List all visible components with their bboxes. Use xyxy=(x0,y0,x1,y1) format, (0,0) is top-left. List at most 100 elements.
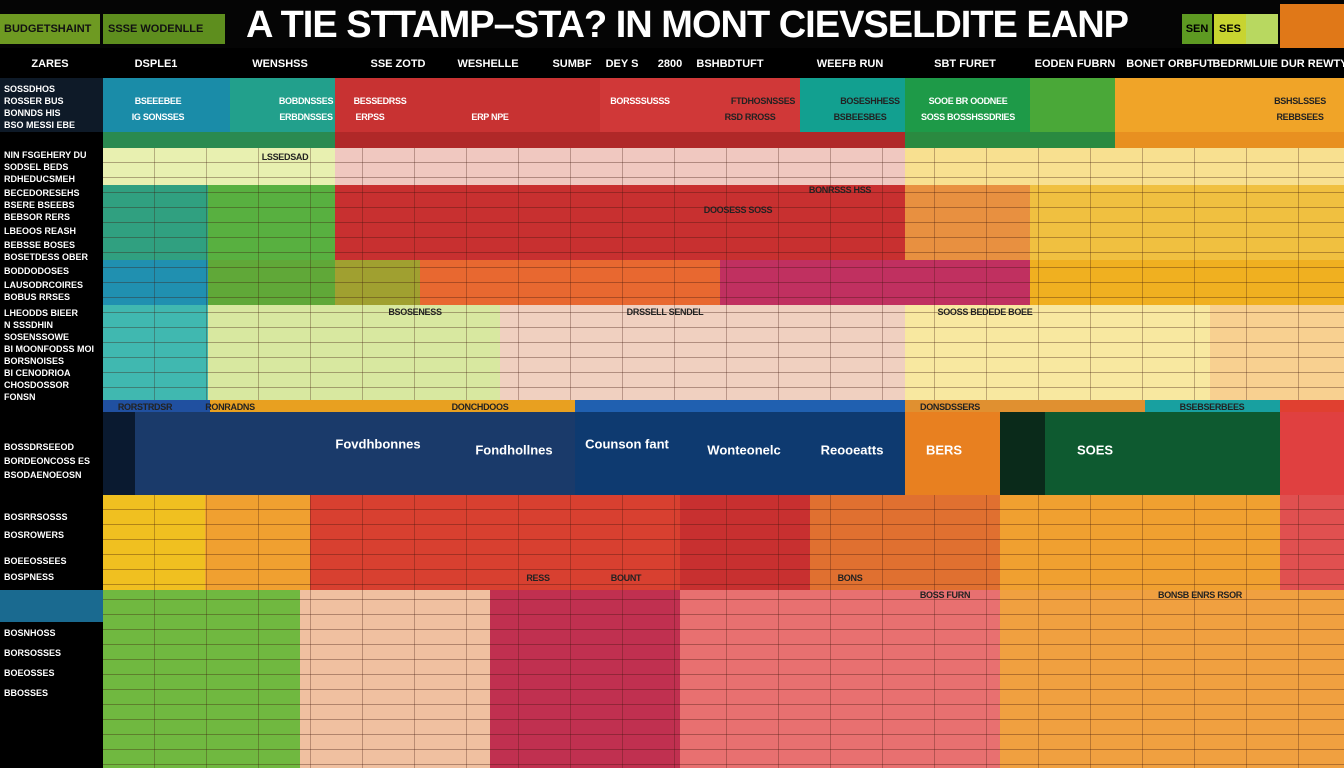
band xyxy=(0,495,1344,590)
column-header: SUMBF xyxy=(552,58,592,70)
cell: DONSDSSERS xyxy=(919,402,981,412)
row-label: BI CENODRIOA xyxy=(4,368,71,378)
cell: FTDHOSNSSES xyxy=(730,96,796,106)
block-label: Reooeatts xyxy=(820,442,884,458)
tab-label[interactable]: BUDGETSHAINT xyxy=(4,23,92,35)
row-label: BECEDORESEHS xyxy=(4,188,80,198)
block-label: Wonteonelc xyxy=(707,442,781,458)
row-label: LHEODDS BIEER xyxy=(4,308,79,318)
grid-lines xyxy=(103,495,1344,768)
row-label: BOSNHOSS xyxy=(4,628,56,638)
column-header: EODEN FUBRN xyxy=(1034,58,1116,70)
block-label: BERS xyxy=(925,442,963,458)
column-header: WENSHSS xyxy=(252,58,308,70)
row-label: BOSSDRSEEOD xyxy=(4,442,75,452)
band xyxy=(0,132,1344,148)
band xyxy=(0,412,1344,495)
column-header: BEDRMLUIE DUR REWTY xyxy=(1212,58,1344,70)
cell: BSEEEBEE xyxy=(134,96,182,106)
row-label: BOSPNESS xyxy=(4,572,55,582)
cell: SOSS BOSSHSSDRIES xyxy=(921,112,1015,122)
row-highlight xyxy=(0,590,103,622)
cell: RESS xyxy=(526,573,550,583)
row-label: BOSETDESS OBER xyxy=(4,252,89,262)
cell: LSSEDSAD xyxy=(261,152,309,162)
column-header: SBT FURET xyxy=(934,58,996,70)
row-label: BODDODOSES xyxy=(4,266,70,276)
row-label: LAUSODRCOIRES xyxy=(4,280,84,290)
block-label: Counson fant xyxy=(585,436,669,452)
row-label: BSERE BSEEBS xyxy=(4,200,75,210)
block-label: SOES xyxy=(1076,442,1114,458)
column-header: BSHBDTUFT xyxy=(696,58,764,70)
cell: DOOSESS SOSS xyxy=(703,205,773,215)
row-label: BORSNOISES xyxy=(4,356,65,366)
cell: BONRSSS HSS xyxy=(808,185,872,195)
row-label: BORDEONCOSS ES xyxy=(4,456,91,466)
title: A TIE STTAMP–STA? IN MONT CIEVSELDITE EA… xyxy=(246,4,1129,46)
band xyxy=(0,400,1344,412)
row-label: BSO MESSI EBE xyxy=(4,120,76,130)
row-label: NIN FSGEHERY DU xyxy=(4,150,87,160)
row-label: BBOSSES xyxy=(4,688,49,698)
badge-bg xyxy=(1246,14,1278,44)
cell: BSBEESBES xyxy=(833,112,887,122)
tab-label[interactable]: SSSE WODENLLE xyxy=(108,23,204,35)
cell: BSOSENESS xyxy=(388,307,442,317)
row-label: RDHEDUCSMEH xyxy=(4,174,76,184)
cell: RONRADNS xyxy=(205,402,255,412)
cell: RORSTRDSR xyxy=(117,402,173,412)
badge[interactable]: SES xyxy=(1214,14,1246,44)
header-band xyxy=(0,78,1344,132)
badge-bg xyxy=(1280,4,1344,48)
row-label: BOSROWERS xyxy=(4,530,65,540)
cell: IG SONSSES xyxy=(131,112,185,122)
column-header: WEEFB RUN xyxy=(816,58,884,70)
cell: BOBDNSSES xyxy=(278,96,334,106)
tab[interactable] xyxy=(0,14,100,44)
cell: REBBSEES xyxy=(1276,112,1324,122)
cell: BOSESHHESS xyxy=(840,96,900,106)
cell: BORSSSUSSS xyxy=(610,96,670,106)
cell: BSHSLSSES xyxy=(1274,96,1326,106)
cell: BOUNT xyxy=(610,573,642,583)
band xyxy=(0,185,1344,260)
row-label: SOSSDHOS xyxy=(4,84,56,94)
column-header: SSE ZOTD xyxy=(370,58,426,70)
cell: BESSEDRSS xyxy=(353,96,407,106)
column-header: DSPLE1 xyxy=(134,58,178,70)
badge[interactable]: SEN xyxy=(1182,14,1212,44)
column-header: BONET ORBFUT xyxy=(1126,58,1214,70)
row-label: SOSENSSOWE xyxy=(4,332,70,342)
column-header: ZARES xyxy=(31,58,69,70)
row-label: FONSN xyxy=(4,392,36,402)
block-label: Fovdhbonnes xyxy=(335,436,421,452)
row-label: BEBSSE BOSES xyxy=(4,240,76,250)
tab[interactable] xyxy=(103,14,225,44)
cell: BONS xyxy=(837,573,863,583)
cell: DRSSELL SENDEL xyxy=(626,307,704,317)
cell: SOOSS BEDEDE BOEE xyxy=(937,307,1033,317)
cell: BONSB ENRS RSOR xyxy=(1157,590,1243,600)
band xyxy=(0,260,1344,305)
band xyxy=(0,148,1344,185)
row-label: ROSSER BUS xyxy=(4,96,64,106)
row-label: BEBSOR RERS xyxy=(4,212,71,222)
cell: ERP NPE xyxy=(471,112,509,122)
row-label: SODSEL BEDS xyxy=(4,162,69,172)
cell: DONCHDOOS xyxy=(451,402,509,412)
row-label: BORSOSSES xyxy=(4,648,62,658)
row-label: BOBUS RRSES xyxy=(4,292,71,302)
column-header: DEY S xyxy=(605,58,639,70)
cell: ERBDNSSES xyxy=(279,112,333,122)
row-label: CHOSDOSSOR xyxy=(4,380,70,390)
cell: BSEBSERBEES xyxy=(1179,402,1245,412)
block-label: Fondhollnes xyxy=(475,442,553,458)
column-header: WESHELLE xyxy=(457,58,519,70)
row-label: BONNDS HIS xyxy=(4,108,61,118)
row-label: BOEEOSSEES xyxy=(4,556,67,566)
row-label: BOSRRSOSSS xyxy=(4,512,68,522)
row-label: BI MOONFODSS MOI xyxy=(4,344,94,354)
row-label: BSODAENOEOSN xyxy=(4,470,82,480)
